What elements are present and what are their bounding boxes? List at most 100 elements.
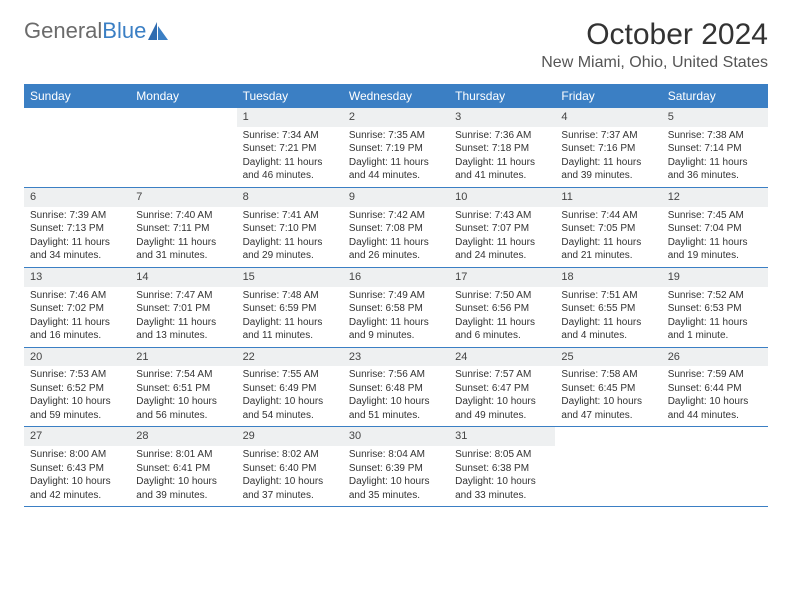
day-number: 19 [662, 268, 768, 287]
daylight-text-1: Daylight: 11 hours [561, 236, 655, 250]
sunset-text: Sunset: 7:10 PM [243, 222, 337, 236]
calendar: SundayMondayTuesdayWednesdayThursdayFrid… [24, 84, 768, 507]
sunset-text: Sunset: 7:01 PM [136, 302, 230, 316]
sunset-text: Sunset: 7:04 PM [668, 222, 762, 236]
daylight-text-1: Daylight: 11 hours [668, 236, 762, 250]
sunrise-text: Sunrise: 7:41 AM [243, 209, 337, 223]
day-number: 6 [24, 188, 130, 207]
week-row: 20Sunrise: 7:53 AMSunset: 6:52 PMDayligh… [24, 348, 768, 428]
day-number: 4 [555, 108, 661, 127]
sunrise-text: Sunrise: 7:47 AM [136, 289, 230, 303]
day-of-week-row: SundayMondayTuesdayWednesdayThursdayFrid… [24, 84, 768, 108]
sunset-text: Sunset: 6:52 PM [30, 382, 124, 396]
day-cell [130, 108, 236, 187]
day-number: 17 [449, 268, 555, 287]
daylight-text-2: and 47 minutes. [561, 409, 655, 423]
day-number: 24 [449, 348, 555, 367]
day-cell [662, 427, 768, 506]
day-cell: 10Sunrise: 7:43 AMSunset: 7:07 PMDayligh… [449, 188, 555, 267]
sunrise-text: Sunrise: 7:46 AM [30, 289, 124, 303]
sunset-text: Sunset: 6:47 PM [455, 382, 549, 396]
day-number: 29 [237, 427, 343, 446]
sunrise-text: Sunrise: 7:34 AM [243, 129, 337, 143]
sunset-text: Sunset: 6:39 PM [349, 462, 443, 476]
daylight-text-1: Daylight: 11 hours [561, 156, 655, 170]
sunrise-text: Sunrise: 7:53 AM [30, 368, 124, 382]
day-number: 2 [343, 108, 449, 127]
daylight-text-1: Daylight: 11 hours [668, 156, 762, 170]
daylight-text-2: and 33 minutes. [455, 489, 549, 503]
sunrise-text: Sunrise: 8:00 AM [30, 448, 124, 462]
day-number: 3 [449, 108, 555, 127]
sunset-text: Sunset: 6:59 PM [243, 302, 337, 316]
sunrise-text: Sunrise: 7:48 AM [243, 289, 337, 303]
day-body: Sunrise: 7:57 AMSunset: 6:47 PMDaylight:… [449, 366, 555, 426]
sunrise-text: Sunrise: 7:56 AM [349, 368, 443, 382]
day-number: 11 [555, 188, 661, 207]
sunrise-text: Sunrise: 7:42 AM [349, 209, 443, 223]
day-body: Sunrise: 7:35 AMSunset: 7:19 PMDaylight:… [343, 127, 449, 187]
sunrise-text: Sunrise: 7:37 AM [561, 129, 655, 143]
day-cell: 20Sunrise: 7:53 AMSunset: 6:52 PMDayligh… [24, 348, 130, 427]
day-cell: 5Sunrise: 7:38 AMSunset: 7:14 PMDaylight… [662, 108, 768, 187]
sunset-text: Sunset: 7:18 PM [455, 142, 549, 156]
daylight-text-2: and 19 minutes. [668, 249, 762, 263]
day-of-week-header: Friday [555, 84, 661, 108]
daylight-text-2: and 56 minutes. [136, 409, 230, 423]
day-cell: 14Sunrise: 7:47 AMSunset: 7:01 PMDayligh… [130, 268, 236, 347]
day-of-week-header: Saturday [662, 84, 768, 108]
day-body: Sunrise: 7:58 AMSunset: 6:45 PMDaylight:… [555, 366, 661, 426]
day-body: Sunrise: 8:01 AMSunset: 6:41 PMDaylight:… [130, 446, 236, 506]
daylight-text-2: and 24 minutes. [455, 249, 549, 263]
daylight-text-2: and 44 minutes. [668, 409, 762, 423]
day-cell: 22Sunrise: 7:55 AMSunset: 6:49 PMDayligh… [237, 348, 343, 427]
sunrise-text: Sunrise: 7:44 AM [561, 209, 655, 223]
sunset-text: Sunset: 6:43 PM [30, 462, 124, 476]
day-number: 10 [449, 188, 555, 207]
daylight-text-2: and 44 minutes. [349, 169, 443, 183]
sunrise-text: Sunrise: 7:36 AM [455, 129, 549, 143]
day-body: Sunrise: 7:56 AMSunset: 6:48 PMDaylight:… [343, 366, 449, 426]
sunset-text: Sunset: 7:16 PM [561, 142, 655, 156]
day-body: Sunrise: 7:47 AMSunset: 7:01 PMDaylight:… [130, 287, 236, 347]
daylight-text-1: Daylight: 10 hours [561, 395, 655, 409]
sunset-text: Sunset: 6:51 PM [136, 382, 230, 396]
day-body: Sunrise: 8:04 AMSunset: 6:39 PMDaylight:… [343, 446, 449, 506]
logo-sail-icon [148, 22, 170, 40]
sunrise-text: Sunrise: 7:39 AM [30, 209, 124, 223]
daylight-text-1: Daylight: 11 hours [243, 156, 337, 170]
day-body: Sunrise: 7:48 AMSunset: 6:59 PMDaylight:… [237, 287, 343, 347]
day-cell: 6Sunrise: 7:39 AMSunset: 7:13 PMDaylight… [24, 188, 130, 267]
daylight-text-2: and 26 minutes. [349, 249, 443, 263]
daylight-text-1: Daylight: 10 hours [243, 395, 337, 409]
sunrise-text: Sunrise: 7:57 AM [455, 368, 549, 382]
day-cell: 21Sunrise: 7:54 AMSunset: 6:51 PMDayligh… [130, 348, 236, 427]
day-cell: 1Sunrise: 7:34 AMSunset: 7:21 PMDaylight… [237, 108, 343, 187]
day-body: Sunrise: 8:05 AMSunset: 6:38 PMDaylight:… [449, 446, 555, 506]
sunset-text: Sunset: 6:40 PM [243, 462, 337, 476]
day-body: Sunrise: 7:54 AMSunset: 6:51 PMDaylight:… [130, 366, 236, 426]
logo-text-1: General [24, 18, 102, 44]
day-number: 1 [237, 108, 343, 127]
daylight-text-1: Daylight: 10 hours [136, 475, 230, 489]
sunrise-text: Sunrise: 7:55 AM [243, 368, 337, 382]
day-number: 22 [237, 348, 343, 367]
day-body: Sunrise: 7:40 AMSunset: 7:11 PMDaylight:… [130, 207, 236, 267]
logo-text-2: Blue [102, 18, 146, 44]
day-of-week-header: Sunday [24, 84, 130, 108]
day-cell: 25Sunrise: 7:58 AMSunset: 6:45 PMDayligh… [555, 348, 661, 427]
day-cell: 4 Sunrise: 7:37 AMSunset: 7:16 PMDaylight… [555, 108, 661, 187]
day-body: Sunrise: 7:44 AMSunset: 7:05 PMDaylight:… [555, 207, 661, 267]
day-body: Sunrise: 7:49 AMSunset: 6:58 PMDaylight:… [343, 287, 449, 347]
daylight-text-2: and 21 minutes. [561, 249, 655, 263]
day-number: 18 [555, 268, 661, 287]
location: New Miami, Ohio, United States [541, 54, 768, 72]
day-cell: 17Sunrise: 7:50 AMSunset: 6:56 PMDayligh… [449, 268, 555, 347]
sunset-text: Sunset: 7:11 PM [136, 222, 230, 236]
daylight-text-1: Daylight: 11 hours [243, 236, 337, 250]
sunset-text: Sunset: 6:58 PM [349, 302, 443, 316]
day-body: Sunrise: 7:50 AMSunset: 6:56 PMDaylight:… [449, 287, 555, 347]
day-cell: 7Sunrise: 7:40 AMSunset: 7:11 PMDaylight… [130, 188, 236, 267]
daylight-text-1: Daylight: 11 hours [455, 156, 549, 170]
sunrise-text: Sunrise: 7:49 AM [349, 289, 443, 303]
